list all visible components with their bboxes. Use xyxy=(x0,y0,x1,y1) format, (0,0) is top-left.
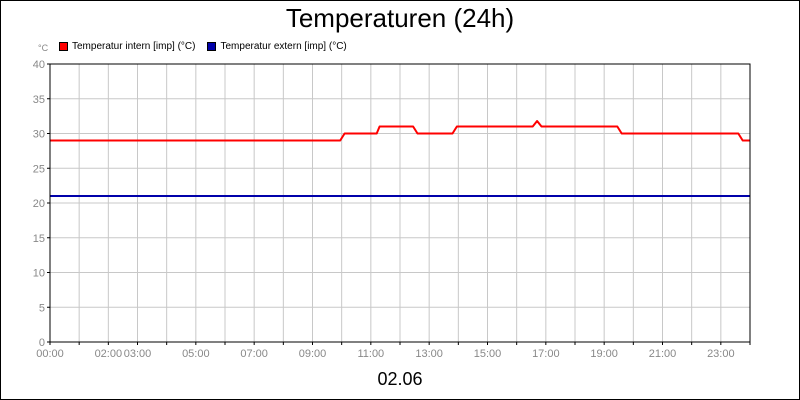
x-tick-label: 00:00 xyxy=(36,348,64,360)
y-tick-label: 5 xyxy=(39,302,45,314)
y-tick-label: 35 xyxy=(33,94,45,106)
x-tick-label: 03:00 xyxy=(124,348,152,360)
y-tick-label: 25 xyxy=(33,163,45,175)
legend: Temperatur intern [imp] (°C) Temperatur … xyxy=(59,40,347,52)
series-line-0 xyxy=(50,120,750,142)
y-tick-label: 10 xyxy=(33,268,45,280)
plot-border xyxy=(49,63,751,343)
x-tick-label: 11:00 xyxy=(357,348,384,360)
y-tick-label: 15 xyxy=(33,233,45,245)
x-tick-label: 07:00 xyxy=(240,348,268,360)
legend-swatch-intern xyxy=(59,41,68,51)
y-tick-label: 30 xyxy=(33,129,45,141)
y-axis-unit-label: °C xyxy=(38,43,49,53)
x-tick-label: 15:00 xyxy=(474,348,502,360)
chart-title: Temperaturen (24h) xyxy=(285,3,515,33)
legend-swatch-extern xyxy=(207,41,217,51)
x-tick-label: 21:00 xyxy=(649,348,677,360)
x-tick-label: 19:00 xyxy=(590,348,618,360)
legend-item-extern: Temperatur extern [imp] (°C) xyxy=(207,40,347,52)
legend-item-intern: Temperatur intern [imp] (°C) xyxy=(59,41,195,52)
y-tick-label: 0 xyxy=(39,337,45,349)
x-tick-label: 23:00 xyxy=(707,348,735,360)
legend-label-extern: Temperatur extern [imp] (°C) xyxy=(220,40,347,52)
x-tick-label: 17:00 xyxy=(532,348,560,360)
x-tick-label: 09:00 xyxy=(299,348,327,360)
x-axis-date-label: 02.06 xyxy=(377,369,423,389)
x-tick-label: 02:00 xyxy=(95,348,123,360)
x-tick-label: 05:00 xyxy=(182,348,210,360)
y-tick-label: 20 xyxy=(33,198,45,210)
y-tick-label: 40 xyxy=(33,59,45,71)
legend-label-intern: Temperatur intern [imp] (°C) xyxy=(72,40,196,52)
x-tick-label: 13:00 xyxy=(415,348,443,360)
